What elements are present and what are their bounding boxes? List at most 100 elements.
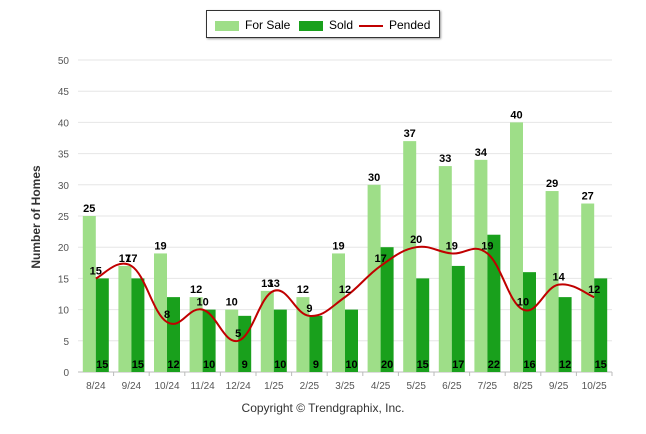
data-label-sold: 10 xyxy=(345,359,357,371)
data-label-pended: 10 xyxy=(517,297,529,309)
data-label-for-sale: 40 xyxy=(510,109,522,121)
data-label-pended: 10 xyxy=(196,297,208,309)
bar-for-sale xyxy=(403,141,417,372)
data-label-for-sale: 10 xyxy=(226,297,238,309)
data-label-pended: 17 xyxy=(374,253,386,265)
bar-sold xyxy=(523,272,536,372)
data-label-sold: 15 xyxy=(132,359,144,371)
data-label-sold: 15 xyxy=(417,359,429,371)
data-label-sold: 15 xyxy=(96,359,108,371)
bar-sold xyxy=(487,234,501,372)
data-label-pended: 5 xyxy=(235,328,241,340)
x-tick-label: 5/25 xyxy=(406,381,426,392)
bar-sold xyxy=(558,297,572,372)
pended-line-swatch xyxy=(359,24,383,27)
data-label-pended: 12 xyxy=(339,284,351,296)
bar-for-sale xyxy=(118,265,132,372)
bar-for-sale xyxy=(581,203,595,372)
bar-sold xyxy=(451,265,465,372)
data-label-sold: 12 xyxy=(559,359,571,371)
data-label-pended: 13 xyxy=(268,278,280,290)
bar-for-sale xyxy=(332,253,345,372)
data-label-for-sale: 12 xyxy=(190,284,202,296)
data-label-sold: 22 xyxy=(488,359,500,371)
data-label-pended: 14 xyxy=(552,272,565,284)
data-label-for-sale: 19 xyxy=(154,240,166,252)
x-tick-label: 9/25 xyxy=(549,381,569,392)
bar-sold xyxy=(167,297,180,372)
x-tick-label: 3/25 xyxy=(335,381,355,392)
data-label-pended: 19 xyxy=(446,240,458,252)
x-tick-label: 11/24 xyxy=(190,381,215,392)
x-tick-label: 1/25 xyxy=(264,381,284,392)
data-label-pended: 9 xyxy=(306,303,312,315)
legend-label-sold: Sold xyxy=(329,18,354,32)
x-tick-label: 12/24 xyxy=(226,381,251,392)
x-tick-label: 10/24 xyxy=(154,381,179,392)
bar-sold xyxy=(309,315,323,372)
legend-label-for-sale: For Sale xyxy=(245,18,291,32)
data-label-sold: 16 xyxy=(523,359,535,371)
data-label-for-sale: 37 xyxy=(404,128,416,140)
data-label-sold: 20 xyxy=(381,359,393,371)
bar-sold xyxy=(273,309,287,372)
legend-item-pended[interactable]: Pended xyxy=(359,17,430,33)
y-axis-title: Number of Homes xyxy=(29,165,43,269)
data-label-for-sale: 17 xyxy=(119,253,131,265)
data-label-for-sale: 12 xyxy=(297,284,309,296)
bar-sold xyxy=(380,247,394,372)
data-label-sold: 10 xyxy=(274,359,286,371)
legend-item-for-sale[interactable]: For Sale xyxy=(215,17,290,33)
data-label-pended: 20 xyxy=(410,234,422,246)
data-label-for-sale: 30 xyxy=(368,172,380,184)
data-label-sold: 15 xyxy=(595,359,607,371)
bar-sold xyxy=(95,278,109,372)
x-tick-label: 10/25 xyxy=(582,381,607,392)
data-label-sold: 17 xyxy=(452,359,464,371)
bar-for-sale xyxy=(545,191,559,372)
x-tick-label: 6/25 xyxy=(442,381,462,392)
data-label-for-sale: 19 xyxy=(332,240,344,252)
y-tick-label: 45 xyxy=(58,87,70,98)
x-tick-label: 7/25 xyxy=(478,381,498,392)
bar-for-sale xyxy=(438,166,452,372)
bar-sold xyxy=(594,278,608,372)
bar-sold xyxy=(202,309,216,372)
y-tick-label: 50 xyxy=(58,56,70,67)
bar-sold xyxy=(131,278,145,372)
bar-for-sale xyxy=(154,253,167,372)
data-label-for-sale: 33 xyxy=(439,153,451,165)
legend: For Sale Sold Pended xyxy=(206,10,440,38)
data-label-for-sale: 29 xyxy=(546,178,558,190)
y-tick-label: 10 xyxy=(58,306,70,317)
x-tick-label: 8/24 xyxy=(86,381,106,392)
y-tick-label: 25 xyxy=(58,212,70,223)
bar-for-sale xyxy=(510,122,523,373)
y-tick-label: 5 xyxy=(63,337,69,348)
y-tick-label: 40 xyxy=(58,118,70,129)
x-tick-label: 4/25 xyxy=(371,381,391,392)
bar-for-sale xyxy=(189,297,203,372)
legend-item-sold[interactable]: Sold xyxy=(299,17,353,33)
data-label-sold: 9 xyxy=(313,359,319,371)
legend-label-pended: Pended xyxy=(389,18,431,32)
bar-sold xyxy=(416,278,430,372)
y-tick-label: 0 xyxy=(63,368,69,379)
data-label-sold: 10 xyxy=(203,359,215,371)
bar-sold xyxy=(238,315,252,372)
data-label-sold: 12 xyxy=(167,359,179,371)
bar-for-sale xyxy=(260,290,274,372)
y-tick-label: 20 xyxy=(58,243,70,254)
data-label-pended: 15 xyxy=(90,265,102,277)
bar-for-sale xyxy=(474,159,488,372)
data-label-pended: 12 xyxy=(588,284,600,296)
x-tick-label: 9/24 xyxy=(122,381,142,392)
data-label-for-sale: 34 xyxy=(475,147,488,159)
line-pended xyxy=(95,245,595,342)
bar-for-sale xyxy=(82,216,96,372)
for-sale-swatch xyxy=(215,20,239,31)
data-label-for-sale: 13 xyxy=(261,278,273,290)
copyright: Copyright © Trendgraphix, Inc. xyxy=(241,401,405,415)
data-label-for-sale: 25 xyxy=(83,203,95,215)
